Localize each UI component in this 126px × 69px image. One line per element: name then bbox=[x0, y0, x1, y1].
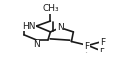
Text: N: N bbox=[57, 23, 64, 32]
Text: F: F bbox=[84, 42, 89, 51]
Text: F: F bbox=[100, 38, 105, 47]
Text: CH₃: CH₃ bbox=[42, 4, 59, 13]
Text: F: F bbox=[99, 45, 104, 54]
Text: N: N bbox=[33, 40, 40, 49]
Text: HN: HN bbox=[22, 22, 36, 31]
